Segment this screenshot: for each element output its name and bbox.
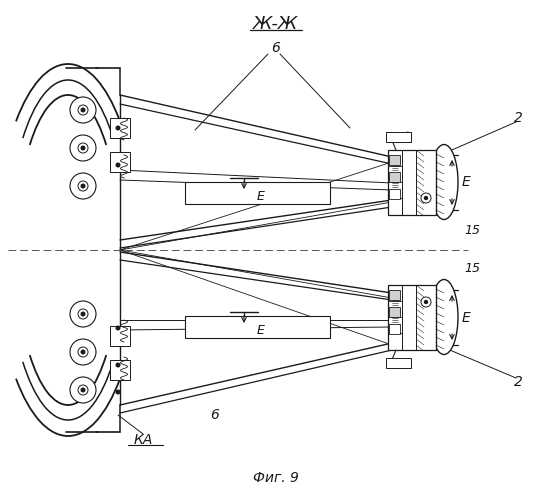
Text: 15: 15 — [464, 224, 480, 236]
Bar — [110, 152, 130, 172]
Text: 6: 6 — [210, 408, 220, 422]
Bar — [110, 360, 130, 380]
Bar — [388, 285, 436, 350]
Text: Фиг. 9: Фиг. 9 — [253, 471, 299, 485]
Bar — [386, 358, 411, 368]
Polygon shape — [120, 95, 392, 248]
Circle shape — [70, 301, 96, 327]
Text: КА: КА — [134, 433, 153, 447]
Text: E: E — [257, 324, 265, 336]
Circle shape — [81, 108, 85, 112]
Circle shape — [70, 97, 96, 123]
Circle shape — [78, 143, 88, 153]
Circle shape — [78, 309, 88, 319]
Circle shape — [70, 377, 96, 403]
Circle shape — [78, 385, 88, 395]
Bar — [389, 307, 400, 317]
Circle shape — [78, 347, 88, 357]
Bar — [389, 324, 400, 334]
Bar — [388, 150, 436, 215]
Bar — [386, 132, 411, 142]
Circle shape — [116, 163, 120, 167]
Ellipse shape — [430, 280, 458, 354]
Text: E: E — [462, 310, 471, 324]
Circle shape — [70, 135, 96, 161]
Text: 6: 6 — [272, 41, 280, 55]
Bar — [389, 155, 400, 165]
Circle shape — [421, 193, 431, 203]
Circle shape — [70, 339, 96, 365]
Text: E: E — [462, 176, 471, 190]
Circle shape — [116, 363, 120, 367]
Bar — [389, 290, 400, 300]
Bar — [110, 326, 130, 346]
Circle shape — [81, 312, 85, 316]
Circle shape — [116, 326, 120, 330]
Circle shape — [424, 196, 427, 200]
Text: 2: 2 — [513, 111, 522, 125]
Circle shape — [70, 173, 96, 199]
Circle shape — [421, 297, 431, 307]
Ellipse shape — [430, 144, 458, 220]
Circle shape — [78, 181, 88, 191]
Polygon shape — [120, 252, 392, 413]
Text: 15: 15 — [464, 262, 480, 274]
Text: 2: 2 — [513, 375, 522, 389]
Bar — [185, 316, 330, 338]
Circle shape — [116, 126, 120, 130]
Circle shape — [424, 300, 427, 304]
Circle shape — [81, 146, 85, 150]
Bar — [110, 118, 130, 138]
Circle shape — [78, 105, 88, 115]
Bar — [389, 172, 400, 182]
Circle shape — [81, 350, 85, 354]
Bar — [389, 189, 400, 199]
Circle shape — [81, 388, 85, 392]
Circle shape — [81, 184, 85, 188]
Bar — [185, 182, 330, 204]
Text: Ж-Ж: Ж-Ж — [253, 15, 299, 33]
Text: E: E — [257, 190, 265, 202]
Circle shape — [116, 390, 120, 394]
